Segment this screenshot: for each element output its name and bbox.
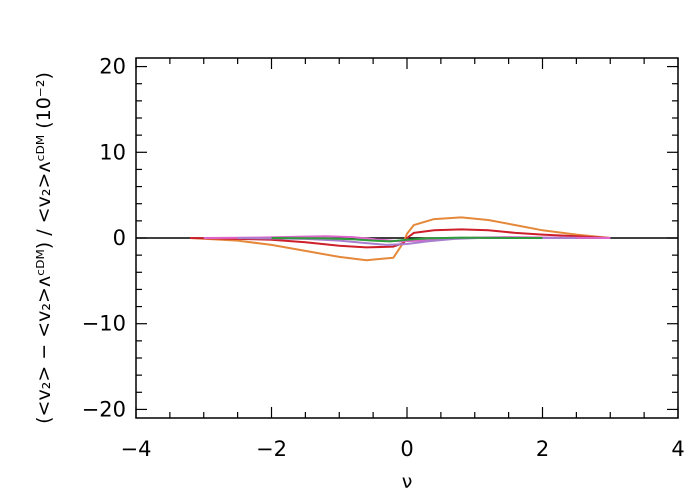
series-line-1	[190, 216, 611, 262]
x-tick-label: 2	[536, 437, 549, 461]
y-tick-label: 20	[99, 55, 126, 79]
x-tick-label: −2	[256, 437, 287, 461]
series-line-2	[190, 228, 611, 249]
plot-layer	[136, 216, 678, 262]
x-tick-label: 0	[400, 437, 413, 461]
y-tick-label: 10	[99, 140, 126, 164]
y-tick-label: −20	[82, 397, 126, 421]
x-tick-label: −4	[121, 437, 152, 461]
series-line-5	[271, 236, 543, 243]
x-tick-label: 4	[671, 437, 684, 461]
y-tick-label: 0	[113, 226, 126, 250]
y-axis-label: (<v₂> − <v₂>ᴧᶜᴰᴹ) / <v₂>ᴧᶜᴰᴹ (10⁻²)	[33, 72, 55, 424]
y-tick-label: −10	[82, 312, 126, 336]
x-axis-label: ν	[402, 471, 413, 493]
